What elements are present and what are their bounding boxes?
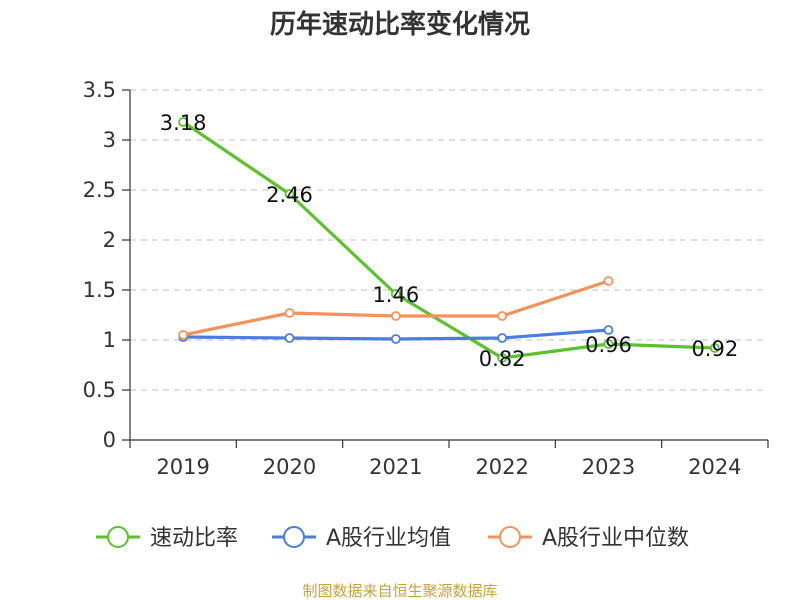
data-point — [284, 308, 295, 318]
data-point — [390, 289, 401, 299]
legend-item[interactable]: A股行业均值 — [272, 526, 451, 551]
data-point — [497, 311, 508, 321]
y-tick-label: 3 — [103, 128, 116, 152]
x-tick-label: 2022 — [475, 455, 528, 479]
data-point — [284, 189, 295, 199]
series-line — [182, 120, 715, 360]
x-tick-label: 2021 — [369, 455, 422, 479]
x-tick-label: 2019 — [156, 455, 209, 479]
legend-item[interactable]: A股行业中位数 — [488, 526, 689, 551]
data-point — [497, 333, 508, 343]
data-label: 0.96 — [585, 333, 632, 357]
data-point — [390, 311, 401, 321]
data-point — [284, 333, 295, 343]
chart-title: 历年速动比率变化情况 — [270, 9, 530, 40]
y-tick-label: 0.5 — [83, 378, 116, 402]
data-point — [390, 334, 401, 344]
axes: 0 0.5 1 1.5 2 2.5 3 3.5 2019 2020 2021 2022 2023 2024 — [83, 78, 769, 479]
y-tick-label: 2.5 — [83, 178, 116, 202]
y-tick-label: 0 — [103, 428, 116, 452]
legend-swatch-marker — [107, 526, 129, 548]
data-label: 3.18 — [160, 111, 207, 135]
legend-swatch-marker — [499, 526, 521, 548]
legend-label: A股行业均值 — [326, 526, 451, 551]
legend: 速动比率 A股行业均值 A股行业中位数 — [96, 526, 689, 551]
legend-swatch-marker — [283, 526, 305, 548]
x-tick-label: 2023 — [582, 455, 635, 479]
data-point — [603, 325, 614, 335]
legend-item[interactable]: 速动比率 — [96, 526, 238, 551]
y-tick-label: 3.5 — [83, 78, 116, 102]
y-tick-label: 1.5 — [83, 278, 116, 302]
data-point — [603, 276, 614, 286]
legend-label: A股行业中位数 — [542, 526, 689, 551]
x-tick-label: 2024 — [688, 455, 741, 479]
series-lines — [178, 117, 720, 363]
source-note: 制图数据来自恒生聚源数据库 — [302, 582, 497, 600]
y-tick-label: 1 — [103, 328, 116, 352]
x-tick-label: 2020 — [263, 455, 316, 479]
data-point — [603, 339, 614, 349]
data-label: 2.46 — [266, 183, 313, 207]
data-point — [497, 353, 508, 363]
data-label: 1.46 — [372, 283, 419, 307]
data-label: 0.92 — [691, 337, 738, 361]
legend-label: 速动比率 — [150, 526, 238, 551]
data-labels: 3.18 2.46 1.46 0.82 0.96 0.92 — [160, 111, 738, 371]
y-tick-label: 2 — [103, 228, 116, 252]
data-point — [709, 343, 720, 353]
data-point — [178, 330, 189, 340]
data-point — [178, 117, 189, 127]
data-label: 0.82 — [479, 347, 526, 371]
